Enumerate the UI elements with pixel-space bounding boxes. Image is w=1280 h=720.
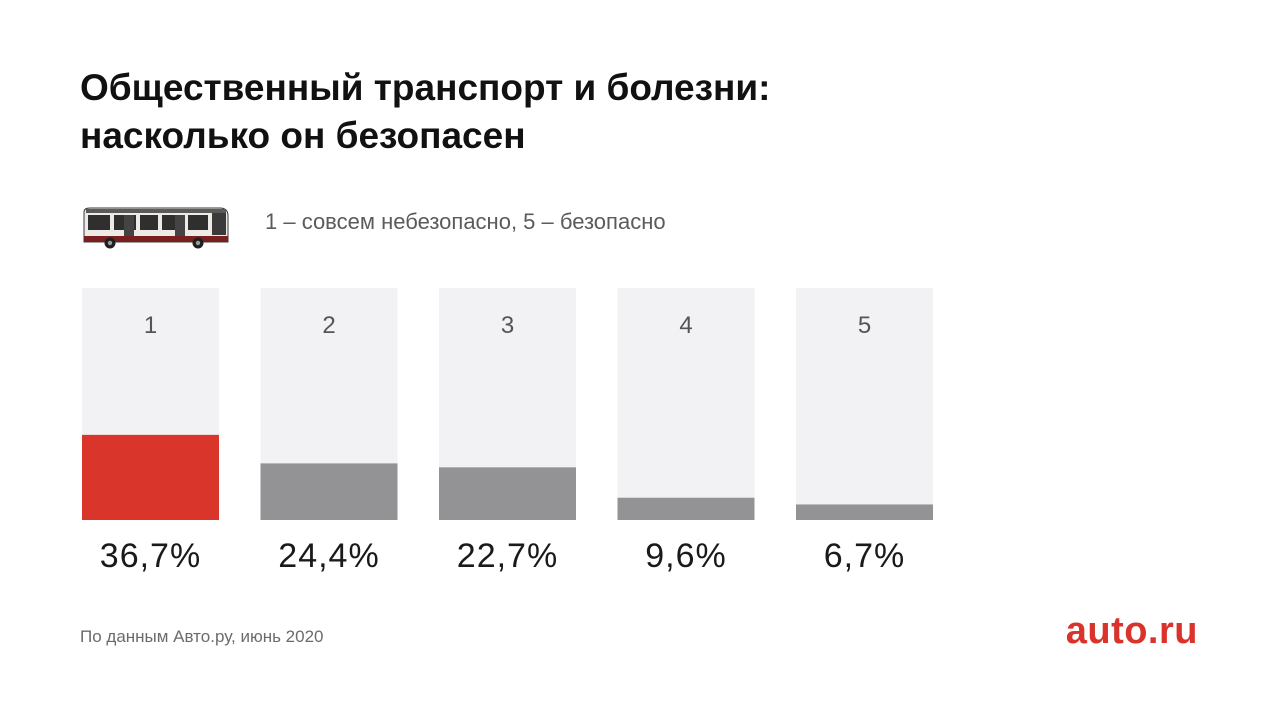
chart-title: Общественный транспорт и болезни: наскол… bbox=[80, 64, 1080, 160]
bar-1 bbox=[82, 434, 219, 520]
brand-logo: auto.ru bbox=[1065, 610, 1198, 652]
bar-3 bbox=[439, 467, 576, 520]
category-label-2: 2 bbox=[322, 312, 335, 339]
title-line-2: насколько он безопасен bbox=[80, 115, 526, 156]
bar-track-4 bbox=[617, 288, 755, 520]
scale-legend: 1 – совсем небезопасно, 5 – безопасно bbox=[80, 202, 880, 250]
value-label-2: 24,4% bbox=[278, 537, 379, 575]
value-label-5: 6,7% bbox=[824, 537, 906, 575]
value-label-1: 36,7% bbox=[100, 537, 201, 575]
category-label-1: 1 bbox=[144, 312, 157, 339]
bar-track-5 bbox=[796, 288, 933, 520]
category-label-3: 3 bbox=[501, 312, 514, 339]
bar-5 bbox=[796, 504, 933, 520]
value-label-4: 9,6% bbox=[645, 537, 727, 575]
scale-note: 1 – совсем небезопасно, 5 – безопасно bbox=[265, 209, 666, 234]
bar-4 bbox=[617, 497, 755, 520]
source-note: По данным Авто.ру, июнь 2020 bbox=[80, 627, 324, 646]
bar-2 bbox=[260, 463, 398, 520]
bus-icon bbox=[83, 207, 229, 249]
value-label-3: 22,7% bbox=[457, 537, 558, 575]
category-label-5: 5 bbox=[858, 312, 871, 339]
title-line-1: Общественный транспорт и болезни: bbox=[80, 67, 771, 108]
category-label-4: 4 bbox=[679, 312, 692, 339]
